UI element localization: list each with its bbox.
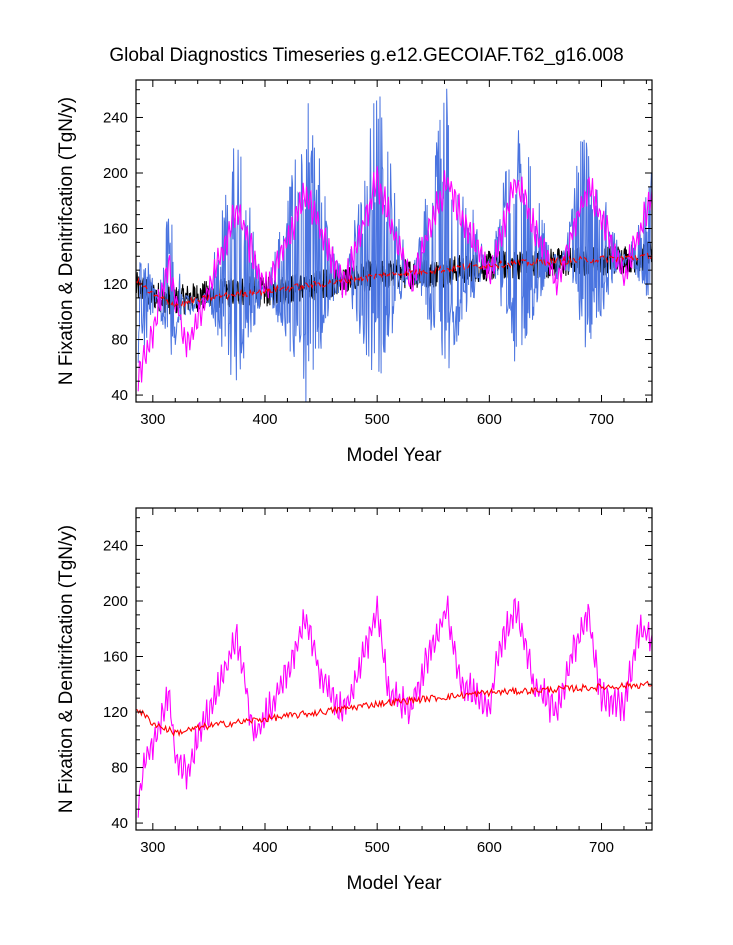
x-tick-label: 600 xyxy=(477,839,502,856)
series-line xyxy=(137,88,652,402)
x-tick-label: 600 xyxy=(477,411,502,428)
x-tick-label: 400 xyxy=(252,839,277,856)
y-tick-label: 160 xyxy=(103,649,128,666)
panel-bottom: 300 400 500 600 700 40 80 120 160 200 240 Model Yea… xyxy=(56,507,653,894)
y-tick-label: 120 xyxy=(103,704,128,721)
plot-frame xyxy=(135,79,653,403)
y-tick-label: 80 xyxy=(111,332,128,349)
y-tick-label: 200 xyxy=(103,165,128,182)
y-tick-label: 200 xyxy=(103,593,128,610)
x-axis-label: Model Year xyxy=(346,445,442,466)
x-tick-label: 500 xyxy=(365,839,390,856)
series-line xyxy=(136,252,652,309)
y-tick-label: 120 xyxy=(103,276,128,293)
y-tick-label: 40 xyxy=(111,815,128,832)
x-axis-label: Model Year xyxy=(346,873,442,894)
x-tick-label: 700 xyxy=(589,411,614,428)
panel-top: 300 400 500 600 700 40 80 120 160 200 240 Model Yea… xyxy=(56,79,653,466)
y-axis-label: N Fixation & Denitrifcation (TgN/y) xyxy=(56,525,77,813)
chart-title: Global Diagnostics Timeseries g.e12.GECO… xyxy=(109,45,624,66)
series-line xyxy=(137,166,652,392)
y-axis-label: N Fixation & Denitrifcation (TgN/y) xyxy=(56,97,77,385)
plot-area xyxy=(136,88,652,402)
y-tick-label: 40 xyxy=(111,387,128,404)
plot-area xyxy=(136,595,652,818)
x-tick-label: 300 xyxy=(140,839,165,856)
series-line xyxy=(137,595,652,818)
x-tick-label: 400 xyxy=(252,411,277,428)
x-tick-label: 300 xyxy=(140,411,165,428)
series-line xyxy=(136,680,652,737)
y-tick-label: 240 xyxy=(103,537,128,554)
y-tick-label: 80 xyxy=(111,760,128,777)
y-tick-label: 160 xyxy=(103,221,128,238)
x-tick-label: 500 xyxy=(365,411,390,428)
y-tick-label: 240 xyxy=(103,109,128,126)
plot-frame xyxy=(135,507,653,831)
x-tick-label: 700 xyxy=(589,839,614,856)
